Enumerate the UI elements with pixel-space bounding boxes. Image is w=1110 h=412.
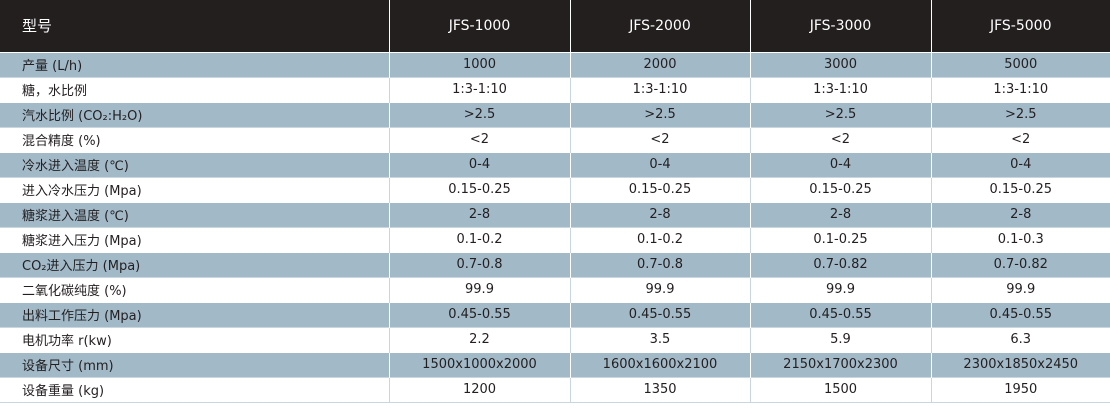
row-value: 0-4 <box>389 151 571 177</box>
header-model: JFS-5000 <box>989 17 1052 34</box>
table-row: 设备尺寸 (mm) 1500x1000x2000 1600x1600x2100 … <box>0 351 1110 377</box>
row-value: <2 <box>570 126 751 152</box>
row-label: 糖浆进入温度 (℃) <box>0 201 390 227</box>
table-row: 糖，水比例 1:3-1:10 1:3-1:10 1:3-1:10 1:3-1:1… <box>0 76 1110 102</box>
table-row: CO₂进入压力 (Mpa) 0.7-0.8 0.7-0.8 0.7-0.82 0… <box>0 251 1110 277</box>
row-value: 0.15-0.25 <box>389 176 571 202</box>
row-value: 0.7-0.8 <box>389 251 571 277</box>
row-value: 0.45-0.55 <box>931 301 1110 327</box>
row-value: 1500x1000x2000 <box>389 351 571 377</box>
row-value: 99.9 <box>931 276 1110 302</box>
table-header: 型号 JFS-1000 JFS-2000 JFS-3000 JFS-5000 <box>0 0 1110 52</box>
row-label: 汽水比例 (CO₂:H₂O) <box>0 101 390 127</box>
spec-table: 型号 JFS-1000 JFS-2000 JFS-3000 JFS-5000 产… <box>0 0 1110 403</box>
row-value: 0.7-0.8 <box>570 251 751 277</box>
row-value: 1000 <box>389 51 571 77</box>
row-label: 冷水进入温度 (℃) <box>0 151 390 177</box>
row-value: 0.1-0.3 <box>931 226 1110 252</box>
row-value: <2 <box>750 126 932 152</box>
row-label: 糖，水比例 <box>0 76 390 102</box>
row-value: 2.2 <box>389 326 571 352</box>
row-value: 0.1-0.2 <box>389 226 571 252</box>
table-row: 产量 (L/h) 1000 2000 3000 5000 <box>0 51 1110 77</box>
row-value: 5.9 <box>750 326 932 352</box>
row-value: >2.5 <box>389 101 571 127</box>
row-value: <2 <box>931 126 1110 152</box>
table-body: 产量 (L/h) 1000 2000 3000 5000 糖，水比例 1:3-1… <box>0 51 1110 403</box>
row-value: 2000 <box>570 51 751 77</box>
row-value: 6.3 <box>931 326 1110 352</box>
row-value: 2-8 <box>750 201 932 227</box>
row-value: 3.5 <box>570 326 751 352</box>
row-label: 进入冷水压力 (Mpa) <box>0 176 390 202</box>
row-value: 3000 <box>750 51 932 77</box>
row-value: 1:3-1:10 <box>570 76 751 102</box>
row-value: 2-8 <box>931 201 1110 227</box>
row-value: 0-4 <box>570 151 751 177</box>
header-row: 型号 JFS-1000 JFS-2000 JFS-3000 JFS-5000 <box>0 0 1110 52</box>
table-row: 糖浆进入压力 (Mpa) 0.1-0.2 0.1-0.2 0.1-0.25 0.… <box>0 226 1110 252</box>
table-row: 出料工作压力 (Mpa) 0.45-0.55 0.45-0.55 0.45-0.… <box>0 301 1110 327</box>
row-value: 0.45-0.55 <box>750 301 932 327</box>
row-value: 99.9 <box>750 276 932 302</box>
row-value: 2300x1850x2450 <box>931 351 1110 377</box>
row-value: 99.9 <box>570 276 751 302</box>
row-label: 出料工作压力 (Mpa) <box>0 301 390 327</box>
row-value: 1500 <box>750 376 932 403</box>
row-label: 设备尺寸 (mm) <box>0 351 390 377</box>
row-value: 0.45-0.55 <box>389 301 571 327</box>
row-value: 0.1-0.2 <box>570 226 751 252</box>
row-label: 设备重量 (kg) <box>0 376 390 403</box>
row-value: 0.1-0.25 <box>750 226 932 252</box>
row-label: 糖浆进入压力 (Mpa) <box>0 226 390 252</box>
row-label: 二氧化碳纯度 (%) <box>0 276 390 302</box>
row-value: 2-8 <box>570 201 751 227</box>
row-label: 混合精度 (%) <box>0 126 390 152</box>
row-value: 0.15-0.25 <box>931 176 1110 202</box>
row-value: >2.5 <box>931 101 1110 127</box>
row-value: >2.5 <box>750 101 932 127</box>
row-label: CO₂进入压力 (Mpa) <box>0 251 390 277</box>
header-label: 型号 <box>0 0 390 52</box>
table-row: 糖浆进入温度 (℃) 2-8 2-8 2-8 2-8 <box>0 201 1110 227</box>
table-row: 电机功率 r(kw) 2.2 3.5 5.9 6.3 <box>0 326 1110 352</box>
table-row: 进入冷水压力 (Mpa) 0.15-0.25 0.15-0.25 0.15-0.… <box>0 176 1110 202</box>
header-model: JFS-2000 <box>570 0 751 52</box>
header-model: JFS-3000 <box>750 0 932 52</box>
row-value: 1:3-1:10 <box>931 76 1110 102</box>
row-value: 0-4 <box>750 151 932 177</box>
row-value: >2.5 <box>570 101 751 127</box>
row-value: 0.7-0.82 <box>931 251 1110 277</box>
row-value: 1200 <box>389 376 571 403</box>
table-row: 混合精度 (%) <2 <2 <2 <2 <box>0 126 1110 152</box>
row-value: 2150x1700x2300 <box>750 351 932 377</box>
row-value: 1600x1600x2100 <box>570 351 751 377</box>
row-value: 0.45-0.55 <box>570 301 751 327</box>
row-value: 99.9 <box>389 276 571 302</box>
row-value: 0.7-0.82 <box>750 251 932 277</box>
row-value: 1:3-1:10 <box>750 76 932 102</box>
row-value: <2 <box>389 126 571 152</box>
table-row: 设备重量 (kg) 1200 1350 1500 1950 <box>0 376 1110 403</box>
table-row: 汽水比例 (CO₂:H₂O) >2.5 >2.5 >2.5 >2.5 <box>0 101 1110 127</box>
row-value: 0.15-0.25 <box>750 176 932 202</box>
row-label: 产量 (L/h) <box>0 51 390 77</box>
row-value: 0.15-0.25 <box>570 176 751 202</box>
table-row: 二氧化碳纯度 (%) 99.9 99.9 99.9 99.9 <box>0 276 1110 302</box>
row-value: 1950 <box>931 376 1110 403</box>
row-label: 电机功率 r(kw) <box>0 326 390 352</box>
row-value: 2-8 <box>389 201 571 227</box>
row-value: 5000 <box>931 51 1110 77</box>
table-row: 冷水进入温度 (℃) 0-4 0-4 0-4 0-4 <box>0 151 1110 177</box>
header-model: JFS-1000 <box>389 0 571 52</box>
row-value: 1:3-1:10 <box>389 76 571 102</box>
row-value: 1350 <box>570 376 751 403</box>
row-value: 0-4 <box>931 151 1110 177</box>
